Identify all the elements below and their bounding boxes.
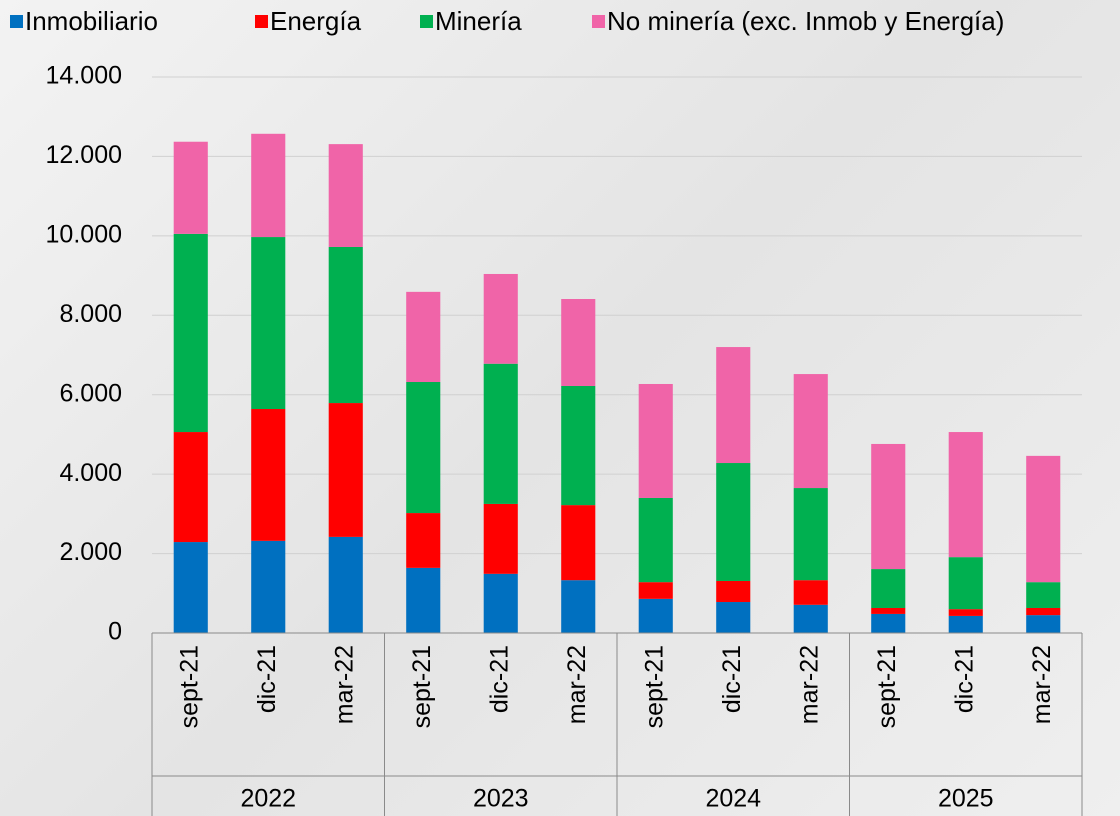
bar-segment bbox=[561, 505, 595, 580]
bar-segment bbox=[406, 382, 440, 513]
bar-segment bbox=[484, 574, 518, 633]
bar-segment bbox=[639, 582, 673, 599]
bar-segment bbox=[949, 616, 983, 633]
bar-segment bbox=[794, 374, 828, 488]
x-tick-label: dic-21 bbox=[485, 645, 513, 713]
bar-segment bbox=[174, 142, 208, 234]
bar-segment bbox=[1026, 582, 1060, 608]
x-tick-label: mar-22 bbox=[330, 645, 358, 724]
bar-segment bbox=[871, 608, 905, 614]
bar-segment bbox=[174, 542, 208, 633]
bar-segment bbox=[251, 409, 285, 541]
bar-segment bbox=[174, 234, 208, 432]
bar-segment bbox=[794, 605, 828, 633]
legend-label: Inmobiliario bbox=[25, 6, 158, 36]
bar-segment bbox=[871, 614, 905, 633]
bar-segment bbox=[716, 581, 750, 602]
x-tick-label: sept-21 bbox=[408, 645, 436, 728]
bar-segment bbox=[561, 299, 595, 386]
bar-segment bbox=[561, 386, 595, 505]
bar-segment bbox=[871, 444, 905, 569]
bar-segment bbox=[329, 403, 363, 537]
legend-swatch bbox=[255, 15, 268, 28]
x-tick-label: mar-22 bbox=[1028, 645, 1056, 724]
bar-segment bbox=[329, 247, 363, 403]
bar-segment bbox=[639, 384, 673, 498]
x-tick-label: sept-21 bbox=[640, 645, 668, 728]
group-label: 2022 bbox=[240, 785, 296, 813]
y-tick-label: 6.000 bbox=[59, 379, 122, 407]
x-tick-label: mar-22 bbox=[563, 645, 591, 724]
bar-segment bbox=[484, 504, 518, 574]
bar-segment bbox=[174, 432, 208, 542]
legend-label: Minería bbox=[435, 6, 522, 36]
x-tick-label: mar-22 bbox=[795, 645, 823, 724]
legend-swatch bbox=[420, 15, 433, 28]
group-label: 2023 bbox=[473, 785, 529, 813]
bar-segment bbox=[794, 488, 828, 580]
y-tick-label: 12.000 bbox=[46, 141, 122, 169]
group-label: 2025 bbox=[938, 785, 994, 813]
legend-swatch bbox=[10, 15, 23, 28]
bar-segment bbox=[329, 537, 363, 633]
bar-segment bbox=[329, 144, 363, 247]
bar-segment bbox=[561, 580, 595, 633]
bar-segment bbox=[1026, 456, 1060, 582]
bar-segment bbox=[406, 568, 440, 633]
bar-segment bbox=[406, 513, 440, 568]
chart: 0 2.000 4.000 6.000 8.000 10.000 12.000 14.000 I… bbox=[0, 0, 1120, 816]
x-tick-label: dic-21 bbox=[253, 645, 281, 713]
group-label: 2024 bbox=[705, 785, 761, 813]
bar-segment bbox=[716, 347, 750, 463]
legend-swatch bbox=[592, 15, 605, 28]
y-tick-label: 2.000 bbox=[59, 538, 122, 566]
bar-segment bbox=[871, 569, 905, 608]
y-tick-label: 8.000 bbox=[59, 300, 122, 328]
x-tick-label: dic-21 bbox=[718, 645, 746, 713]
bar-segment bbox=[1026, 615, 1060, 633]
x-tick-label: dic-21 bbox=[950, 645, 978, 713]
bar-segment bbox=[484, 274, 518, 364]
legend-label: Energía bbox=[270, 6, 362, 36]
bar-segment bbox=[639, 599, 673, 633]
y-tick-label: 10.000 bbox=[46, 220, 122, 248]
bar-segment bbox=[1026, 608, 1060, 615]
bar-segment bbox=[716, 463, 750, 581]
bar-segment bbox=[406, 292, 440, 382]
y-tick-label: 14.000 bbox=[46, 62, 122, 90]
bar-segment bbox=[949, 557, 983, 609]
y-tick-label: 0 bbox=[108, 618, 122, 646]
bar-segment bbox=[251, 237, 285, 409]
legend-label: No minería (exc. Inmob y Energía) bbox=[607, 6, 1004, 36]
bar-segment bbox=[949, 432, 983, 557]
bar-segment bbox=[794, 580, 828, 605]
bar-segment bbox=[484, 364, 518, 504]
bar-segment bbox=[251, 541, 285, 633]
x-tick-label: sept-21 bbox=[175, 645, 203, 728]
bar-segment bbox=[639, 498, 673, 582]
bar-segment bbox=[949, 609, 983, 616]
bar-segment bbox=[716, 602, 750, 633]
x-tick-label: sept-21 bbox=[873, 645, 901, 728]
bar-segment bbox=[251, 134, 285, 237]
y-tick-label: 4.000 bbox=[59, 459, 122, 487]
